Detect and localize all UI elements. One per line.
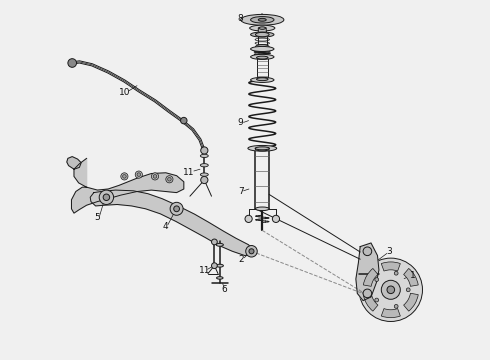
Text: 10: 10 — [119, 89, 130, 98]
Polygon shape — [67, 157, 81, 169]
Circle shape — [170, 202, 183, 215]
Circle shape — [212, 239, 217, 245]
Ellipse shape — [259, 27, 266, 30]
Ellipse shape — [257, 56, 268, 59]
Circle shape — [99, 190, 114, 204]
Circle shape — [151, 173, 159, 180]
Ellipse shape — [216, 264, 223, 267]
Circle shape — [137, 173, 141, 176]
Text: 1: 1 — [410, 271, 415, 280]
Ellipse shape — [255, 207, 269, 211]
Wedge shape — [404, 293, 418, 311]
Circle shape — [201, 176, 208, 184]
Circle shape — [359, 258, 422, 321]
Ellipse shape — [255, 147, 270, 150]
Circle shape — [394, 271, 398, 275]
Circle shape — [245, 215, 252, 222]
Text: 3: 3 — [386, 248, 392, 256]
Ellipse shape — [200, 173, 208, 176]
Ellipse shape — [255, 32, 269, 37]
Ellipse shape — [250, 46, 274, 51]
Text: 6: 6 — [221, 285, 227, 294]
Circle shape — [174, 206, 179, 212]
Ellipse shape — [216, 243, 223, 246]
Ellipse shape — [250, 17, 274, 23]
Circle shape — [122, 175, 126, 178]
Circle shape — [245, 246, 257, 257]
Ellipse shape — [250, 54, 274, 59]
Ellipse shape — [255, 147, 269, 151]
Text: 11: 11 — [199, 266, 210, 275]
Ellipse shape — [250, 32, 274, 37]
Circle shape — [272, 215, 280, 222]
Text: 8: 8 — [238, 14, 244, 23]
Circle shape — [121, 173, 128, 180]
Ellipse shape — [250, 77, 274, 82]
Wedge shape — [364, 293, 378, 311]
Circle shape — [249, 249, 254, 254]
Wedge shape — [381, 309, 400, 318]
Wedge shape — [364, 269, 378, 286]
Circle shape — [201, 147, 208, 154]
Ellipse shape — [258, 18, 266, 21]
Wedge shape — [381, 262, 400, 271]
Circle shape — [166, 176, 173, 183]
Circle shape — [375, 298, 379, 302]
Ellipse shape — [200, 154, 208, 158]
Circle shape — [212, 263, 217, 269]
Circle shape — [381, 280, 400, 299]
Ellipse shape — [255, 45, 269, 49]
Ellipse shape — [257, 78, 268, 81]
Circle shape — [375, 278, 379, 282]
Circle shape — [68, 59, 76, 67]
Ellipse shape — [217, 276, 223, 279]
Circle shape — [135, 171, 143, 178]
Circle shape — [406, 288, 410, 292]
Text: 7: 7 — [238, 187, 244, 196]
Text: 2: 2 — [239, 255, 244, 264]
Circle shape — [103, 194, 110, 201]
Circle shape — [180, 117, 187, 124]
Ellipse shape — [250, 25, 275, 31]
Text: 11: 11 — [183, 168, 195, 177]
Circle shape — [394, 305, 398, 308]
Circle shape — [168, 177, 171, 181]
Text: 5: 5 — [94, 213, 99, 222]
Polygon shape — [356, 243, 379, 301]
FancyBboxPatch shape — [258, 28, 266, 34]
Polygon shape — [90, 190, 252, 256]
Circle shape — [363, 247, 372, 256]
Ellipse shape — [248, 145, 277, 151]
Ellipse shape — [241, 14, 284, 25]
Circle shape — [387, 286, 394, 294]
Circle shape — [153, 175, 157, 178]
Text: 4: 4 — [163, 222, 169, 231]
Polygon shape — [72, 158, 184, 213]
Text: 9: 9 — [238, 118, 244, 127]
Circle shape — [363, 289, 372, 298]
Wedge shape — [404, 269, 418, 286]
Ellipse shape — [200, 164, 208, 167]
